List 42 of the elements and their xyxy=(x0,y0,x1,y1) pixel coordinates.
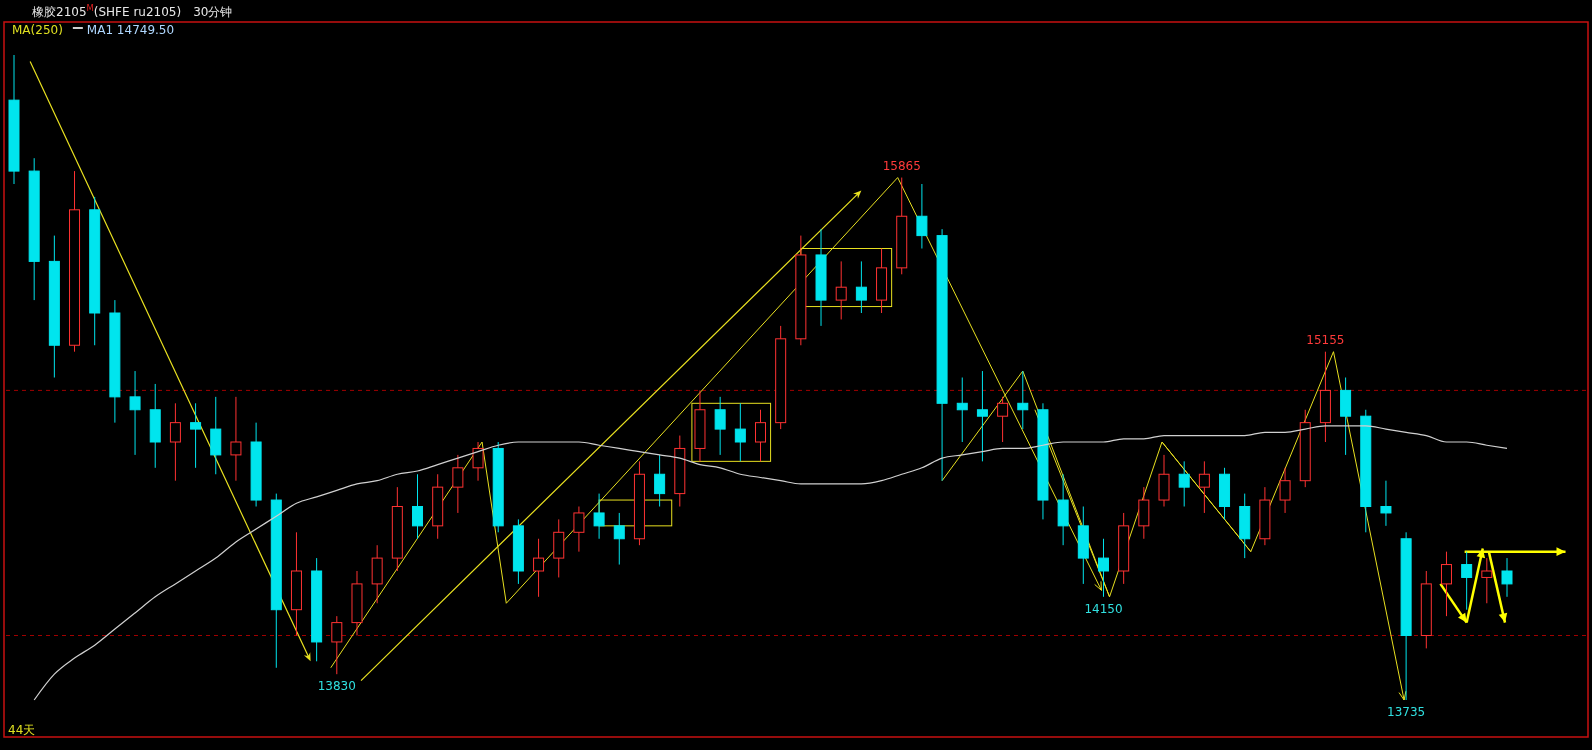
candlestick xyxy=(1017,370,1029,430)
candlestick xyxy=(835,260,847,320)
candlestick xyxy=(1440,551,1452,617)
text: 13735 xyxy=(1387,705,1426,719)
candlestick xyxy=(916,183,928,249)
candlestick xyxy=(1380,480,1392,527)
candlestick xyxy=(573,506,585,553)
candlestick xyxy=(755,409,766,462)
candlestick xyxy=(1501,557,1513,598)
candlestick xyxy=(1178,460,1190,507)
candlestick xyxy=(956,377,968,443)
candlestick xyxy=(1198,460,1210,514)
candlestick xyxy=(855,260,867,314)
annotation: 15865 xyxy=(882,158,921,173)
candlestick xyxy=(472,441,484,482)
candlestick xyxy=(593,493,605,540)
annotation: 13830 xyxy=(317,679,356,694)
candlestick xyxy=(533,538,545,598)
annotation: 15155 xyxy=(1306,332,1345,347)
candlestick xyxy=(654,454,666,507)
candlestick xyxy=(1461,551,1473,611)
candlestick xyxy=(734,402,746,462)
candlestick xyxy=(230,396,242,482)
candlestick xyxy=(190,402,202,469)
candlestick xyxy=(997,396,1009,443)
candlestick xyxy=(452,454,464,514)
candlestick xyxy=(1279,467,1291,514)
text: 44天 xyxy=(8,723,36,737)
candlestick xyxy=(129,370,141,456)
chart-subtitle: 30分钟 xyxy=(193,5,233,19)
candlestick xyxy=(976,370,988,462)
annotation: 14150 xyxy=(1084,601,1123,616)
legend-label: MA1 14749.50 xyxy=(86,23,175,37)
legend-title: MA(250) xyxy=(12,23,63,37)
candlestick xyxy=(1481,557,1493,604)
candlestick xyxy=(331,615,343,675)
candlestick xyxy=(1097,538,1109,598)
candlestick xyxy=(412,473,424,540)
candlestick xyxy=(714,396,726,456)
candlestick xyxy=(169,402,181,482)
chart-title: 橡胶2105$^{M}$(SHFE ru2105) xyxy=(32,3,182,19)
candlestick xyxy=(613,512,625,566)
